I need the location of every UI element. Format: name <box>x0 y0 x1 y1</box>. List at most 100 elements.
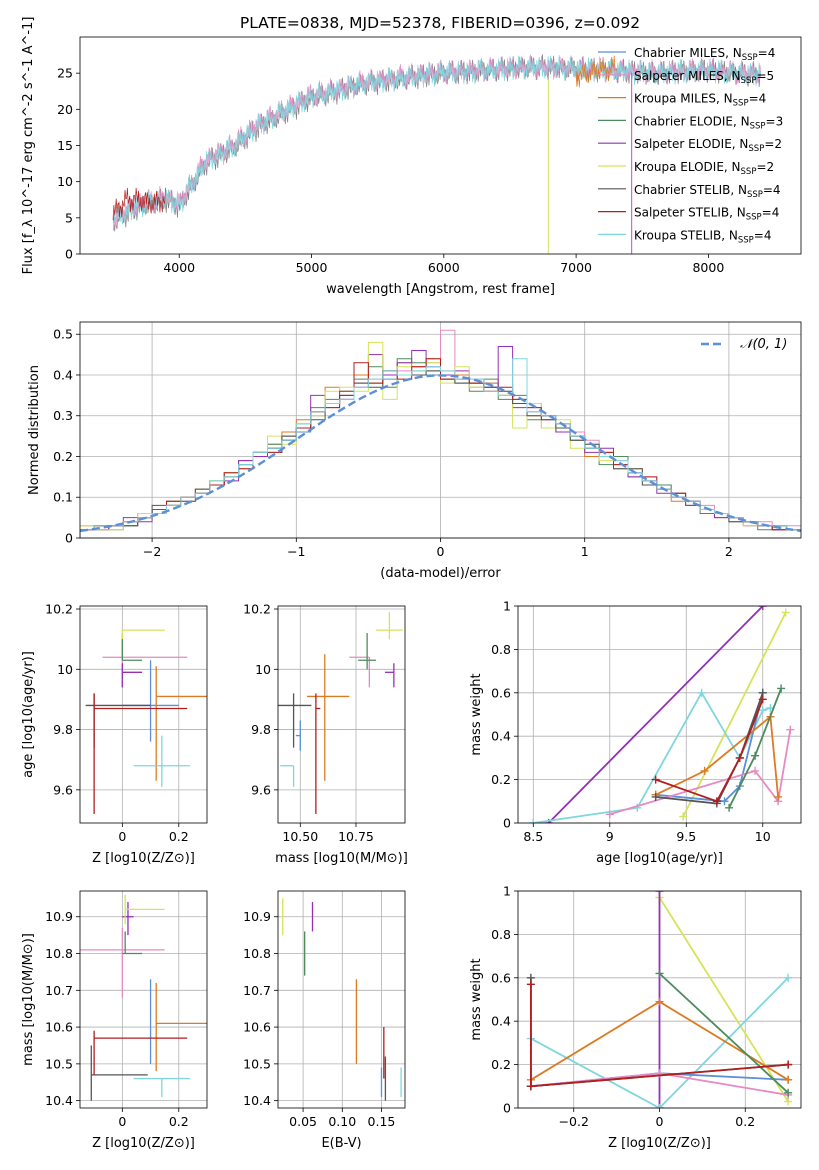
errorbar-point <box>124 894 165 925</box>
plus-marker <box>735 753 744 762</box>
y-axis-label: mass weight <box>469 673 484 755</box>
x-tick-label: −1 <box>287 544 305 559</box>
y-tick-label: 0.3 <box>53 408 73 423</box>
plus-marker <box>784 1075 793 1084</box>
y-tick-label: 25 <box>57 66 73 81</box>
plus-marker <box>777 684 786 693</box>
plus-marker <box>758 695 767 704</box>
mass-weight-line <box>547 606 764 823</box>
y-tick-label: 1 <box>503 884 511 899</box>
legend-text: Kroupa ELODIE, N <box>634 160 741 174</box>
legend-value: =4 <box>758 46 776 60</box>
y-axis-label: mass [log10(M/M⊙)] <box>21 933 36 1066</box>
plus-marker <box>679 812 688 821</box>
y-tick-label: 10.9 <box>243 909 271 924</box>
errorbar-point <box>278 693 312 748</box>
errorbar-point <box>121 636 143 661</box>
x-tick-label: 0.05 <box>289 1114 317 1129</box>
y-tick-label: 10.4 <box>243 1093 271 1108</box>
plus-marker <box>784 1060 793 1069</box>
x-tick-label: 10.75 <box>338 829 374 844</box>
spectrum-line <box>112 187 166 221</box>
legend-value: =4 <box>763 183 781 197</box>
legend-label: Kroupa STELIB, NSSP=4 <box>634 228 772 245</box>
plus-marker <box>655 1104 664 1108</box>
y-tick-label: 0 <box>65 531 73 546</box>
y-tick-label: 0.2 <box>491 1057 511 1072</box>
x-axis-label: wavelength [Angstrom, rest frame] <box>326 282 555 297</box>
legend-label: 𝒩(0, 1) <box>740 337 787 352</box>
legend-subscript: SSP <box>750 121 766 131</box>
x-tick-label: 10.50 <box>282 829 318 844</box>
legend-label: Chabrier STELIB, NSSP=4 <box>634 183 781 200</box>
y-tick-label: 10.5 <box>243 1056 271 1071</box>
legend-text: Chabrier ELODIE, N <box>634 114 750 128</box>
x-tick-label: 0 <box>437 544 445 559</box>
axes-frame <box>517 605 802 824</box>
plus-marker <box>655 969 664 978</box>
y-tick-label: 1 <box>503 599 511 614</box>
y-tick-label: 0.4 <box>53 367 73 382</box>
plus-marker <box>758 606 767 610</box>
legend-value: =4 <box>749 92 767 106</box>
legend-value: =2 <box>756 160 774 174</box>
errorbar-point <box>93 693 188 814</box>
mass-weight-line <box>655 692 764 803</box>
legend-text: Salpeter MILES, N <box>634 69 741 83</box>
figure-title: PLATE=0838, MJD=52378, FIBERID=0396, z=0… <box>240 14 640 32</box>
plus-marker <box>651 775 660 784</box>
plus-marker <box>655 997 664 1006</box>
legend-value: =3 <box>766 114 784 128</box>
errorbar-point <box>121 629 165 640</box>
x-tick-label: 9.5 <box>676 829 696 844</box>
x-tick-label: 6000 <box>428 260 460 275</box>
plus-marker <box>526 1082 535 1091</box>
legend-text: Salpeter ELODIE, N <box>634 137 748 151</box>
y-tick-label: 10.8 <box>243 946 271 961</box>
spectrum-plot <box>112 54 762 254</box>
y-tick-label: 10 <box>57 662 73 677</box>
mass-weight-line <box>530 977 789 1108</box>
spectrum-line <box>575 55 617 88</box>
y-tick-label: 0 <box>65 247 73 262</box>
y-tick-label: 10.4 <box>45 1093 73 1108</box>
legend-label: Chabrier MILES, NSSP=4 <box>634 46 775 63</box>
x-tick-label: 5000 <box>296 260 328 275</box>
errorbar-point <box>80 927 165 998</box>
x-tick-label: 0 <box>118 829 126 844</box>
errorbar-point <box>358 633 377 670</box>
y-tick-label: 9.8 <box>53 722 73 737</box>
x-tick-label: 8.5 <box>523 829 543 844</box>
x-tick-label: 0 <box>656 1114 664 1129</box>
x-tick-label: 0.2 <box>735 1114 755 1129</box>
y-axis-label: Normed distribution <box>27 365 42 495</box>
y-tick-label: 10 <box>57 174 73 189</box>
errorbar-point <box>155 666 207 781</box>
legend-label: Kroupa MILES, NSSP=4 <box>634 92 766 109</box>
spectrum-line <box>112 55 762 231</box>
errorbar-point <box>121 663 143 688</box>
legend-text: Kroupa STELIB, N <box>634 228 738 242</box>
x-axis-label: age [log10(age/yr)] <box>596 851 723 866</box>
legend-subscript: SSP <box>741 167 757 177</box>
plus-marker <box>655 891 664 895</box>
y-tick-label: 0.4 <box>491 729 511 744</box>
y-tick-label: 0.5 <box>53 327 73 342</box>
y-tick-label: 10.9 <box>45 909 73 924</box>
legend-text: Kroupa MILES, N <box>634 92 733 106</box>
y-tick-label: 10.6 <box>45 1020 73 1035</box>
y-tick-label: 5 <box>65 210 73 225</box>
age-vs-Z-plot <box>85 629 207 814</box>
y-tick-label: 0.4 <box>491 1014 511 1029</box>
mass-weight-line <box>609 729 792 816</box>
y-tick-label: 9.8 <box>251 722 271 737</box>
mass-weight-vs-Z-plot <box>526 891 793 1108</box>
plus-marker <box>786 725 795 734</box>
histogram-step <box>80 358 801 538</box>
y-tick-label: 0.6 <box>491 970 511 985</box>
mass-weight-vs-age-plot <box>529 606 795 823</box>
y-tick-label: 20 <box>57 102 73 117</box>
x-tick-label: 8000 <box>692 260 724 275</box>
x-tick-label: −0.2 <box>559 1114 589 1129</box>
legend-label: Salpeter STELIB, NSSP=4 <box>634 206 779 223</box>
